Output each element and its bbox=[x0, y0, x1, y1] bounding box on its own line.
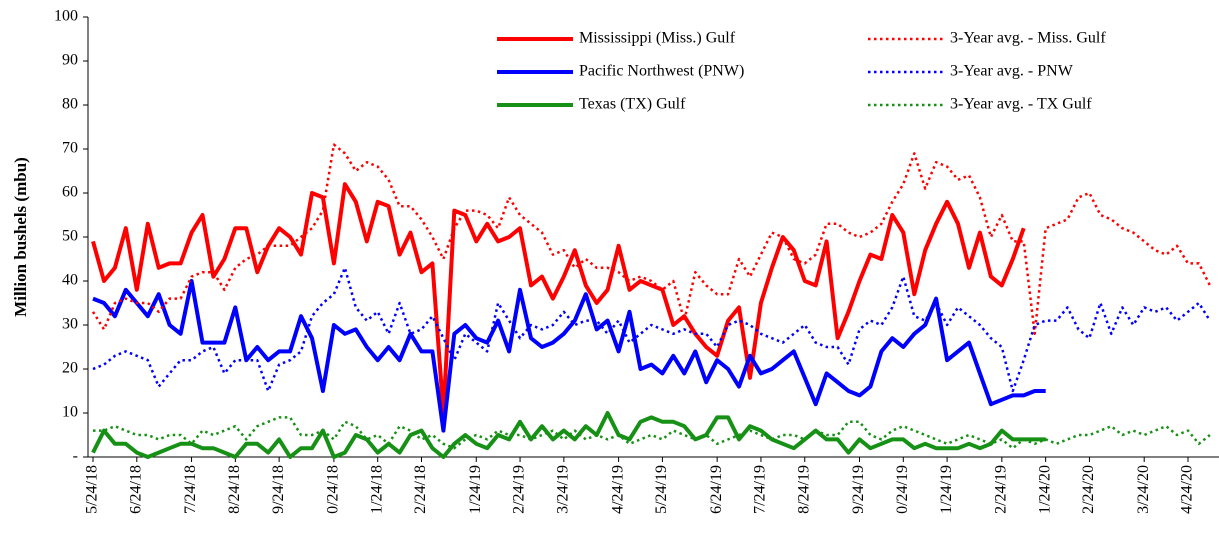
series-line bbox=[91, 411, 1046, 459]
x-tick-label: 2/24/18 bbox=[412, 465, 429, 514]
x-tick-label: 3/24/20 bbox=[1135, 465, 1152, 514]
y-tick-label: - bbox=[73, 448, 78, 465]
legend-label: Pacific Northwest (PNW) bbox=[579, 63, 744, 80]
legend-label: 3-Year avg. - TX Gulf bbox=[950, 96, 1092, 113]
x-tick-label: 1/24/19 bbox=[938, 465, 955, 514]
series-line bbox=[91, 143, 1212, 336]
x-tick-label: 4/24/20 bbox=[1179, 465, 1196, 514]
series-line bbox=[92, 279, 1046, 433]
x-tick-label: 7/24/18 bbox=[182, 465, 199, 514]
legend-label: Texas (TX) Gulf bbox=[579, 96, 686, 113]
x-tick-label: 9/24/18 bbox=[270, 465, 287, 514]
legend-label: 3-Year avg. - Miss. Gulf bbox=[950, 30, 1106, 47]
x-tick-label: 7/24/19 bbox=[752, 465, 769, 514]
legend-label: Mississippi (Miss.) Gulf bbox=[579, 30, 736, 47]
x-tick-label: 1/24/20 bbox=[1036, 465, 1053, 514]
series-line bbox=[93, 416, 1211, 450]
series-line bbox=[91, 182, 1026, 415]
x-tick-label: 1/24/18 bbox=[368, 465, 385, 514]
y-tick-label: 80 bbox=[62, 96, 78, 113]
x-tick-label: 6/24/18 bbox=[127, 465, 144, 514]
x-tick-label: 6/24/19 bbox=[708, 465, 725, 514]
x-tick-label: 2/24/19 bbox=[511, 465, 528, 514]
x-tick-label: 5/24/19 bbox=[653, 465, 670, 514]
y-tick-label: 20 bbox=[62, 360, 78, 377]
x-tick-label: 0/24/18 bbox=[325, 465, 342, 514]
series-line bbox=[92, 266, 1211, 393]
x-tick-label: 2/24/19 bbox=[993, 465, 1010, 514]
y-tick-label: 60 bbox=[62, 184, 78, 201]
x-tick-label: 4/24/19 bbox=[609, 465, 626, 514]
x-tick-label: 2/24/20 bbox=[1080, 465, 1097, 514]
legend-label: 3-Year avg. - PNW bbox=[950, 63, 1074, 80]
y-tick-label: 50 bbox=[62, 228, 78, 245]
y-tick-label: 30 bbox=[62, 316, 78, 333]
y-tick-label: 10 bbox=[62, 404, 78, 421]
y-tick-label: 70 bbox=[62, 140, 78, 157]
x-tick-label: 3/24/19 bbox=[555, 465, 572, 514]
y-tick-label: 90 bbox=[62, 52, 78, 69]
y-tick-label: 100 bbox=[54, 8, 78, 25]
x-tick-label: 1/24/19 bbox=[467, 465, 484, 514]
x-tick-label: 9/24/19 bbox=[850, 465, 867, 514]
x-tick-label: 8/24/19 bbox=[795, 465, 812, 514]
x-tick-label: 5/24/18 bbox=[84, 465, 101, 514]
x-tick-label: 8/24/18 bbox=[226, 465, 243, 514]
y-tick-label: 40 bbox=[62, 272, 78, 289]
y-axis-label: Million bushels (mbu) bbox=[11, 157, 30, 317]
x-tick-label: 0/24/19 bbox=[894, 465, 911, 514]
